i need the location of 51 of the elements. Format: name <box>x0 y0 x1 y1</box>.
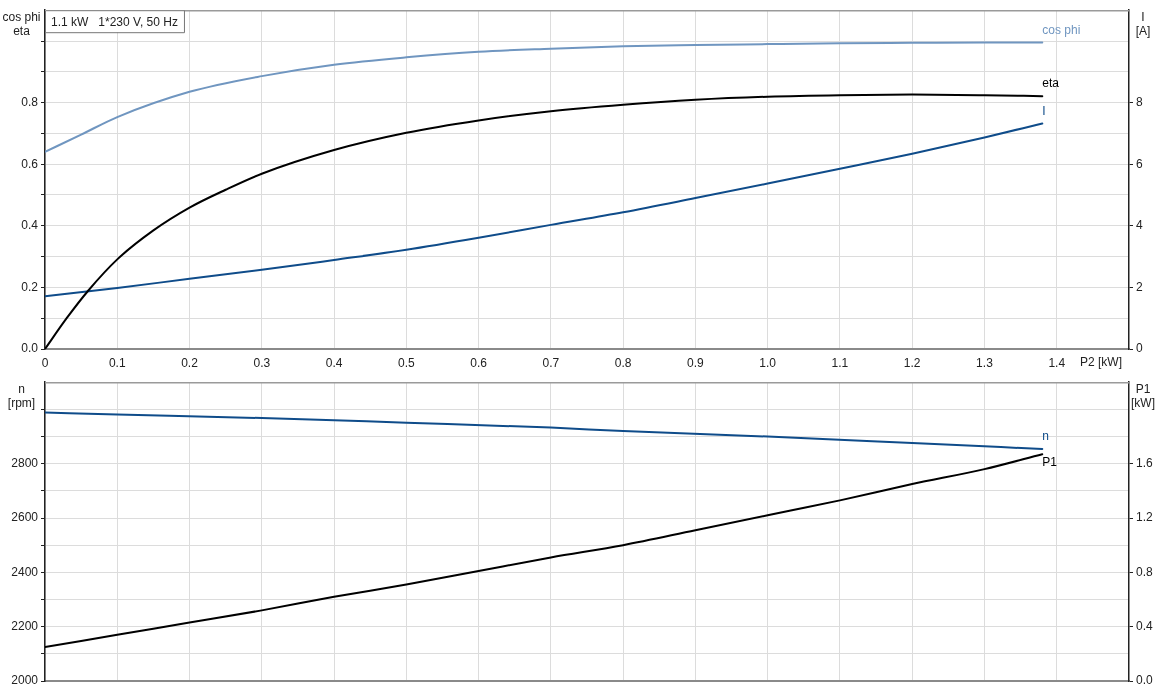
x-axis-title: P2 [kW] <box>1079 355 1122 370</box>
series-label: P1 <box>1042 455 1058 470</box>
x-tick-label: 0 <box>41 355 49 370</box>
x-tick-label: 1.3 <box>976 355 994 370</box>
series-label: cos phi <box>1042 22 1081 37</box>
x-tick-label: 0.4 <box>325 355 343 370</box>
y2-tick-label: 0.8 <box>1136 564 1154 579</box>
line-series <box>45 41 1044 153</box>
y2-axis-title: I [A] <box>1135 9 1151 38</box>
y-tick-label: 0.8 <box>21 94 39 109</box>
y-tick-label: 2000 <box>11 673 39 688</box>
x-tick-label: 0.3 <box>253 355 271 370</box>
y2-tick-label: 6 <box>1136 156 1143 171</box>
y-tick-label: 2400 <box>11 564 39 579</box>
y-tick-label: 2600 <box>11 510 39 525</box>
y-axis-title: n [rpm] <box>7 381 36 410</box>
y2-tick-label: 8 <box>1136 94 1143 109</box>
series-label: eta <box>1042 76 1060 91</box>
line-series <box>45 122 1044 298</box>
x-tick-label: 0.2 <box>181 355 199 370</box>
series-label: I <box>1042 103 1046 118</box>
y2-tick-label: 0.0 <box>1136 673 1154 688</box>
x-tick-label: 1.2 <box>903 355 921 370</box>
y-tick-label: 0.4 <box>21 218 39 233</box>
x-tick-label: 0.1 <box>108 355 126 370</box>
line-series <box>45 411 1044 451</box>
x-tick-label: 1.0 <box>759 355 777 370</box>
y2-tick-label: 1.6 <box>1136 456 1154 470</box>
line-series <box>45 93 1044 349</box>
y-tick-label: 2200 <box>11 618 39 633</box>
y2-tick-label: 4 <box>1136 218 1143 233</box>
x-tick-label: 0.7 <box>542 355 560 370</box>
line-series <box>45 453 1044 649</box>
y2-axis-title: P1 [kW] <box>1131 381 1155 410</box>
x-tick-label: 1.4 <box>1048 355 1066 370</box>
y-tick-label: 2800 <box>11 456 39 470</box>
y2-tick-label: 1.2 <box>1136 510 1154 525</box>
series-label: n <box>1042 429 1049 444</box>
x-tick-label: 0.8 <box>614 355 632 370</box>
y2-tick-label: 2 <box>1136 279 1143 294</box>
x-tick-label: 0.5 <box>397 355 415 370</box>
y-tick-label: 0.6 <box>21 156 39 171</box>
y2-tick-label: 0.4 <box>1136 618 1154 633</box>
x-tick-label: 0.9 <box>687 355 705 370</box>
x-tick-label: 1.1 <box>831 355 849 370</box>
y-tick-label: 0.2 <box>21 279 39 294</box>
chart-title: 1.1 kW 1*230 V, 50 Hz <box>51 14 178 29</box>
y-axis-title: cos phi eta <box>2 9 41 38</box>
x-tick-label: 0.6 <box>470 355 488 370</box>
y-tick-label: 0.0 <box>21 341 39 356</box>
y2-tick-label: 0 <box>1136 341 1143 356</box>
